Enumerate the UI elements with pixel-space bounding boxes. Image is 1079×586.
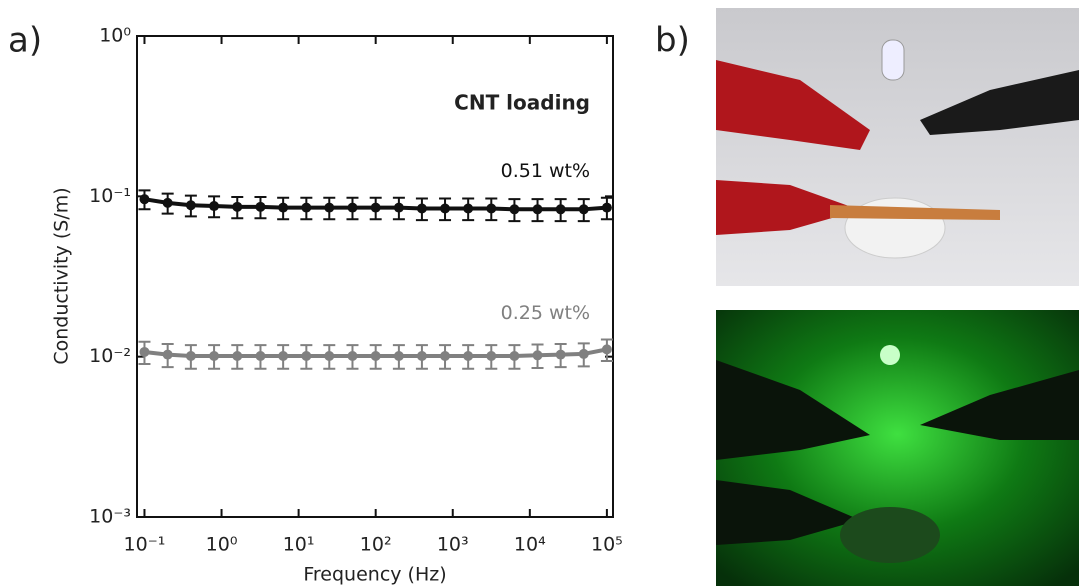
x-tick-label: 10⁰ bbox=[206, 534, 238, 556]
data-point bbox=[278, 202, 289, 213]
data-point bbox=[324, 350, 335, 361]
x-tick-label: 10² bbox=[360, 534, 392, 556]
data-point bbox=[301, 202, 312, 213]
data-point bbox=[255, 201, 266, 212]
data-point bbox=[578, 204, 589, 215]
y-tick-label: 10⁰ bbox=[99, 25, 131, 47]
y-tick-label: 10⁻³ bbox=[89, 506, 131, 528]
data-point bbox=[440, 350, 451, 361]
y-axis-label: Conductivity (S/m) bbox=[51, 187, 73, 364]
y-tick-label: 10⁻¹ bbox=[89, 185, 131, 207]
data-point bbox=[209, 201, 220, 212]
data-point bbox=[509, 204, 520, 215]
data-point bbox=[232, 350, 243, 361]
series-label: 0.51 wt% bbox=[501, 160, 590, 182]
legend-title: CNT loading bbox=[454, 91, 590, 115]
data-point bbox=[555, 204, 566, 215]
data-point bbox=[555, 349, 566, 360]
data-point bbox=[393, 350, 404, 361]
data-point bbox=[347, 202, 358, 213]
data-point bbox=[301, 350, 312, 361]
data-point bbox=[347, 350, 358, 361]
x-tick-label: 10⁻¹ bbox=[124, 534, 166, 556]
data-point bbox=[209, 350, 220, 361]
y-tick-label: 10⁻² bbox=[89, 345, 131, 367]
panel-label: b) bbox=[655, 21, 690, 61]
data-point bbox=[185, 200, 196, 211]
data-point bbox=[463, 350, 474, 361]
x-tick-label: 10⁴ bbox=[514, 534, 546, 556]
data-point bbox=[139, 194, 150, 205]
x-axis-label: Frequency (Hz) bbox=[303, 564, 446, 586]
panel-label: a) bbox=[8, 21, 42, 61]
x-tick-label: 10¹ bbox=[283, 534, 315, 556]
x-tick-label: 10⁵ bbox=[591, 534, 623, 556]
data-point bbox=[393, 202, 404, 213]
data-point bbox=[370, 202, 381, 213]
data-point bbox=[139, 346, 150, 357]
data-point bbox=[278, 350, 289, 361]
data-point bbox=[463, 203, 474, 214]
data-point bbox=[416, 350, 427, 361]
data-point bbox=[416, 203, 427, 214]
data-point bbox=[440, 203, 451, 214]
data-point bbox=[486, 203, 497, 214]
data-point bbox=[601, 344, 612, 355]
data-point bbox=[486, 350, 497, 361]
photo-top bbox=[716, 8, 1079, 286]
x-tick-label: 10³ bbox=[437, 534, 469, 556]
series-label: 0.25 wt% bbox=[501, 302, 590, 324]
data-point bbox=[601, 202, 612, 213]
data-point bbox=[162, 349, 173, 360]
data-point bbox=[185, 350, 196, 361]
data-point bbox=[370, 350, 381, 361]
data-point bbox=[578, 348, 589, 359]
data-point bbox=[532, 204, 543, 215]
data-point bbox=[532, 350, 543, 361]
data-point bbox=[509, 350, 520, 361]
data-point bbox=[162, 197, 173, 208]
data-point bbox=[232, 201, 243, 212]
data-point bbox=[255, 350, 266, 361]
data-point bbox=[324, 202, 335, 213]
photo-bottom bbox=[716, 310, 1079, 586]
